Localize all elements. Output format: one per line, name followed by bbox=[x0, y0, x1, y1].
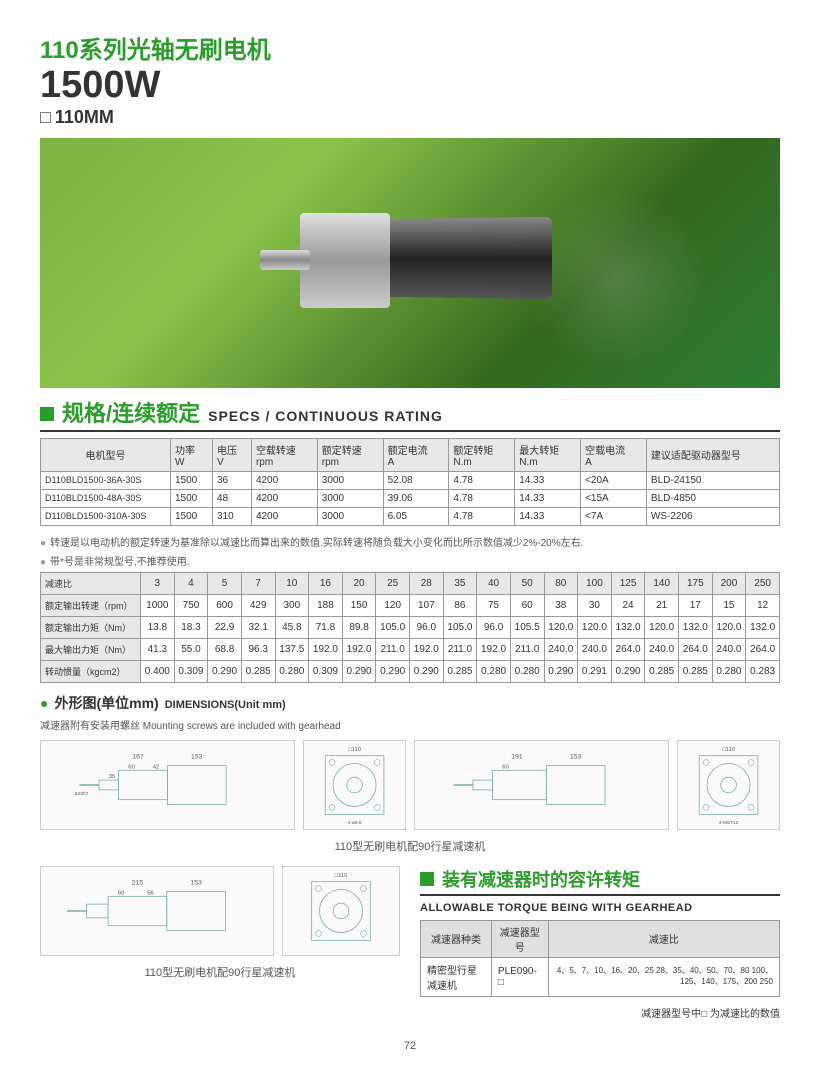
tech-drawing-face-3: □110 bbox=[282, 866, 400, 956]
torque-ratios: 4、5、7、10、16、20、25 28、35、40、50、70、80 100、… bbox=[548, 957, 779, 996]
specs-col-header: 建议适配驱动器型号 bbox=[646, 438, 779, 471]
specs-col-header: 额定转矩N.m bbox=[449, 438, 515, 471]
torque-section-title: 装有减速器时的容许转矩 bbox=[420, 866, 780, 896]
dim-title-zh: 外形图(单位mm) bbox=[54, 693, 158, 713]
hero-image bbox=[40, 138, 780, 388]
svg-text:215: 215 bbox=[132, 879, 144, 886]
drawing-caption-2: 110型无刷电机配90行星减速机 bbox=[40, 964, 400, 980]
table-row: 最大输出力矩（Nm）41.355.068.896.3137.5192.0192.… bbox=[41, 638, 780, 660]
specs-col-header: 空载电流A bbox=[581, 438, 647, 471]
tech-drawing-side-2: 191 153 60 bbox=[414, 740, 669, 830]
section-marker-icon bbox=[40, 407, 54, 421]
table-row: 转动惯量（kgcm2）0.4000.3090.2900.2850.2800.30… bbox=[41, 660, 780, 682]
torque-col-1: 减速器种类 bbox=[421, 920, 492, 957]
torque-table: 减速器种类 减速器型号 减速比 精密型行星减速机 PLE090-□ 4、5、7、… bbox=[420, 920, 780, 997]
svg-text:□110: □110 bbox=[335, 873, 349, 879]
svg-text:60: 60 bbox=[502, 764, 509, 770]
svg-text:167: 167 bbox=[132, 753, 144, 760]
specs-col-header: 额定电流A bbox=[383, 438, 449, 471]
motor-illustration bbox=[240, 188, 580, 338]
svg-text:153: 153 bbox=[191, 753, 203, 760]
svg-text:42: 42 bbox=[153, 764, 160, 770]
drawing-caption-1: 110型无刷电机配90行星减速机 bbox=[40, 838, 780, 854]
table-row: D110BLD1500-36A-30S1500364200300052.084.… bbox=[41, 471, 780, 489]
table-row: 额定输出转速（rpm）10007506004293001881501201078… bbox=[41, 594, 780, 616]
svg-text:4-ø6.5: 4-ø6.5 bbox=[347, 820, 361, 826]
dim-title-en: DIMENSIONS(Unit mm) bbox=[165, 699, 286, 711]
tech-drawing-side-3: 215 153 60 56 bbox=[40, 866, 274, 956]
torque-col-2: 减速器型号 bbox=[491, 920, 548, 957]
svg-text:153: 153 bbox=[570, 753, 582, 760]
torque-col-3: 减速比 bbox=[548, 920, 779, 957]
specs-col-header: 功率W bbox=[171, 438, 213, 471]
table-row: 减速比3457101620252835405080100125140175200… bbox=[41, 572, 780, 594]
dim-note: 减速器附有安装用螺丝 Mounting screws are included … bbox=[40, 717, 780, 732]
svg-text:□110: □110 bbox=[348, 747, 362, 753]
page-header: 110系列光轴无刷电机 1500W 110MM bbox=[40, 30, 780, 128]
specs-note-1: 转速是以电动机的额定转速为基准除以减速比而算出来的数值.实际转速将随负载大小变化… bbox=[40, 534, 780, 549]
svg-text:153: 153 bbox=[190, 879, 202, 886]
specs-col-header: 电机型号 bbox=[41, 438, 171, 471]
torque-type: 精密型行星减速机 bbox=[421, 957, 492, 996]
torque-note: 减速器型号中□ 为减速比的数值 bbox=[420, 1005, 780, 1020]
bottom-row: 215 153 60 56 □110 110型无刷电 bbox=[40, 866, 780, 1020]
svg-text:□110: □110 bbox=[722, 747, 736, 753]
table-row: 额定输出力矩（Nm）13.818.322.932.145.871.889.810… bbox=[41, 616, 780, 638]
torque-title-zh: 装有减速器时的容许转矩 bbox=[442, 866, 640, 892]
dimensions-title: ● 外形图(单位mm) DIMENSIONS(Unit mm) bbox=[40, 693, 780, 713]
svg-text:60: 60 bbox=[118, 890, 125, 896]
svg-text:35: 35 bbox=[109, 774, 116, 780]
specs-col-header: 电压V bbox=[212, 438, 251, 471]
bullet-icon: ● bbox=[40, 695, 48, 711]
svg-text:4-M6T12: 4-M6T12 bbox=[719, 820, 739, 826]
torque-title-en: ALLOWABLE TORQUE BEING WITH GEARHEAD bbox=[420, 902, 780, 914]
table-row: D110BLD1500-310A-30S1500310420030006.054… bbox=[41, 507, 780, 525]
specs-note-2: 带*号是非常规型号,不推荐使用. bbox=[40, 553, 780, 568]
specs-col-header: 额定转速rpm bbox=[317, 438, 383, 471]
specs-col-header: 最大转矩N.m bbox=[515, 438, 581, 471]
tech-drawing-face-1: □110 4-ø6.5 bbox=[303, 740, 406, 830]
specs-title-en: SPECS / CONTINUOUS RATING bbox=[208, 408, 443, 424]
drawings-row-1: 167 153 60 42 35 ø22h7 □110 4-ø6.5 191 bbox=[40, 740, 780, 830]
specs-col-header: 空载转速rpm bbox=[251, 438, 317, 471]
svg-text:191: 191 bbox=[511, 753, 523, 760]
specs-title-zh: 规格/连续额定 bbox=[62, 396, 200, 428]
tech-drawing-face-2: □110 4-M6T12 bbox=[677, 740, 780, 830]
torque-model: PLE090-□ bbox=[491, 957, 548, 996]
ratio-table: 减速比3457101620252835405080100125140175200… bbox=[40, 572, 780, 683]
svg-text:ø22h7: ø22h7 bbox=[75, 791, 89, 797]
svg-text:56: 56 bbox=[147, 890, 154, 896]
tech-drawing-side-1: 167 153 60 42 35 ø22h7 bbox=[40, 740, 295, 830]
series-title: 110系列光轴无刷电机 bbox=[40, 30, 780, 65]
page-number: 72 bbox=[40, 1040, 780, 1052]
svg-text:60: 60 bbox=[128, 764, 135, 770]
table-row: D110BLD1500-48A-30S1500484200300039.064.… bbox=[41, 489, 780, 507]
section-marker-icon bbox=[420, 872, 434, 886]
specs-section-title: 规格/连续额定 SPECS / CONTINUOUS RATING bbox=[40, 396, 780, 432]
size-title: 110MM bbox=[40, 107, 780, 128]
power-title: 1500W bbox=[40, 65, 780, 107]
specs-table: 电机型号功率W电压V空载转速rpm额定转速rpm额定电流A额定转矩N.m最大转矩… bbox=[40, 438, 780, 526]
